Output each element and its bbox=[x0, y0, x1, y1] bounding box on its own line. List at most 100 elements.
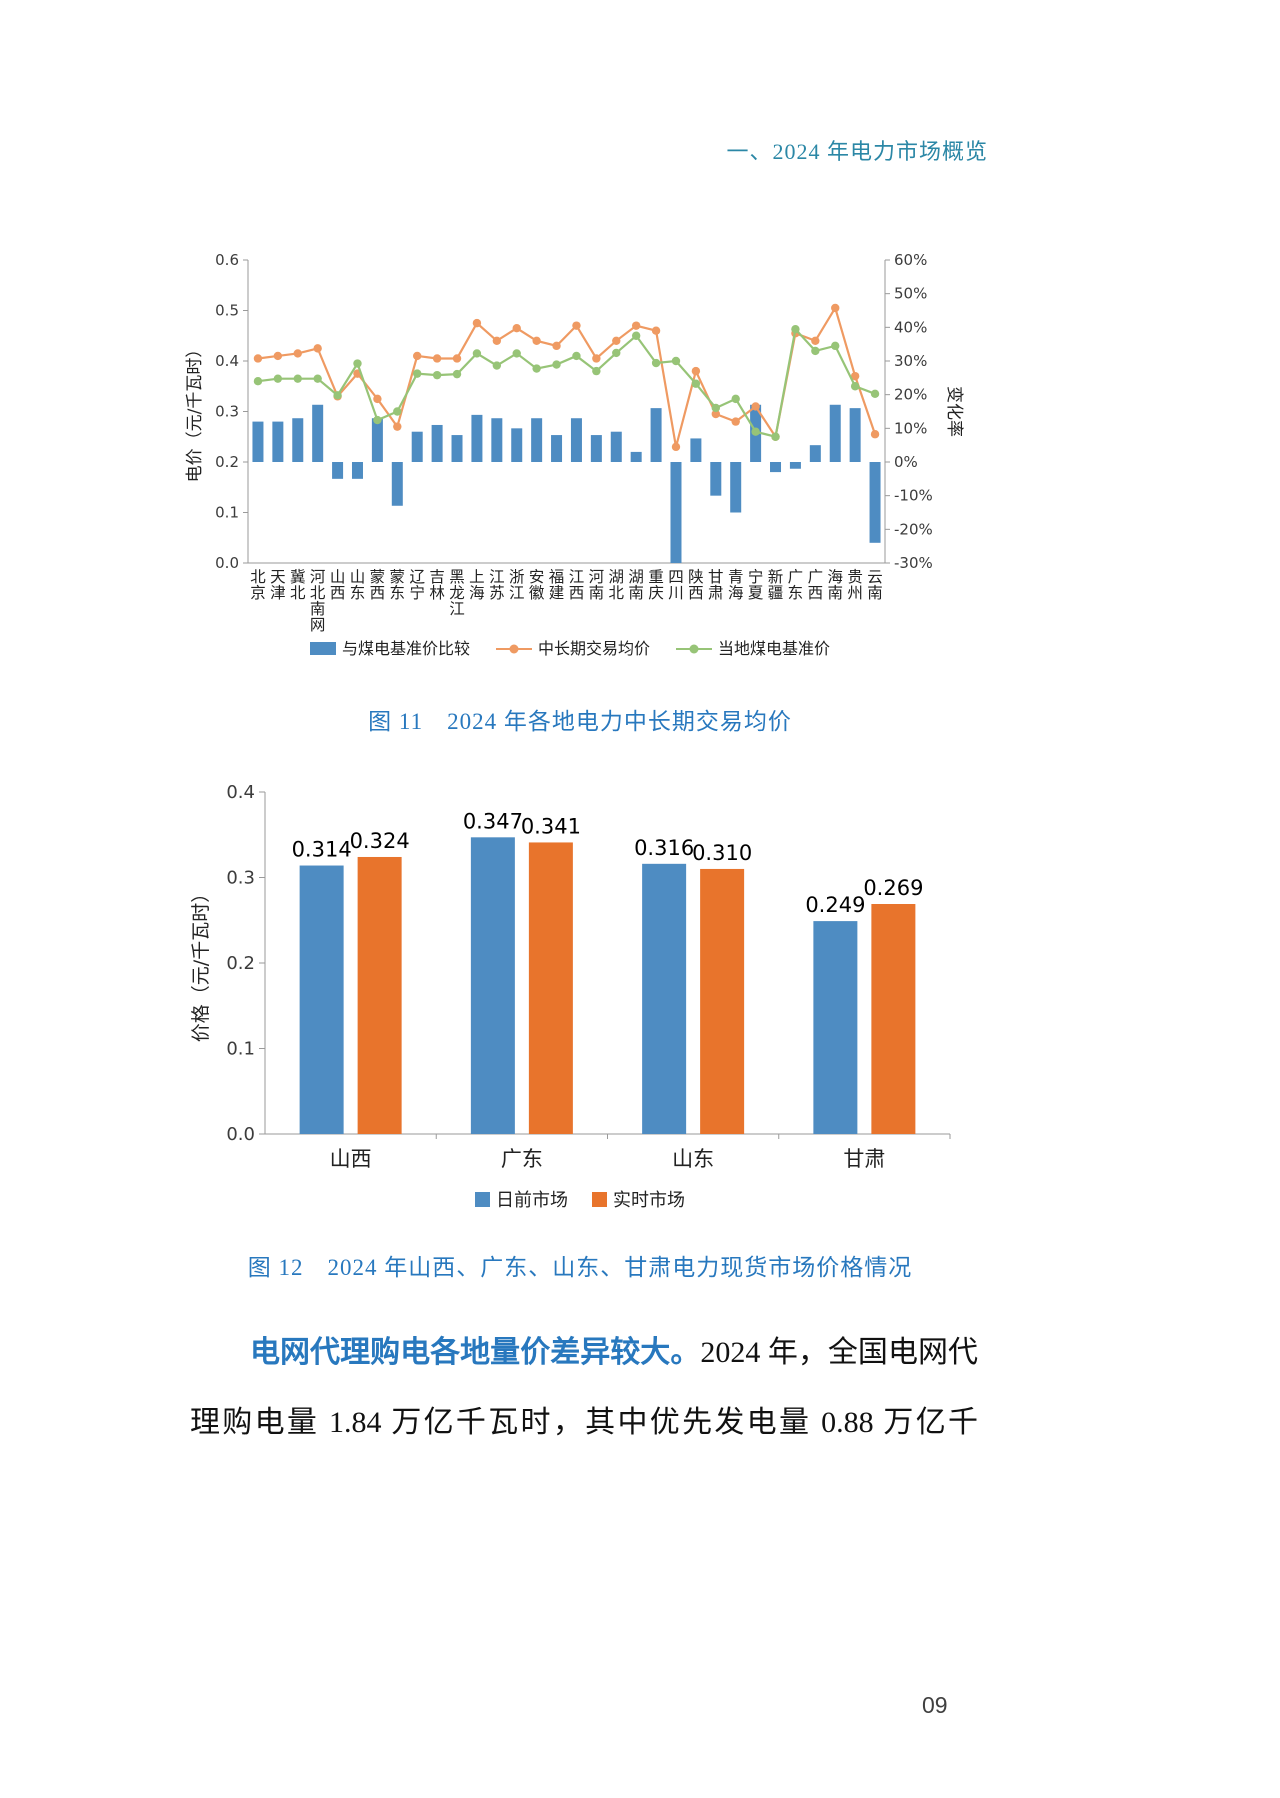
svg-text:60%: 60% bbox=[894, 251, 927, 269]
svg-text:与煤电基准价比较: 与煤电基准价比较 bbox=[342, 639, 470, 658]
coal-benchmark-line bbox=[253, 324, 880, 441]
svg-text:江苏: 江苏 bbox=[489, 568, 505, 602]
svg-text:陕西: 陕西 bbox=[688, 568, 704, 602]
svg-text:辽宁: 辽宁 bbox=[409, 568, 425, 602]
svg-text:上海: 上海 bbox=[469, 568, 485, 602]
svg-text:中长期交易均价: 中长期交易均价 bbox=[538, 639, 650, 658]
svg-text:青海: 青海 bbox=[728, 568, 744, 602]
svg-text:0.324: 0.324 bbox=[350, 829, 410, 853]
svg-text:北京: 北京 bbox=[250, 568, 266, 602]
svg-text:重庆: 重庆 bbox=[648, 568, 664, 602]
svg-text:0.0: 0.0 bbox=[226, 1124, 255, 1145]
svg-text:浙江: 浙江 bbox=[509, 568, 525, 602]
legend: 与煤电基准价比较 中长期交易均价 当地煤电基准价 bbox=[310, 639, 830, 658]
svg-text:山东: 山东 bbox=[350, 568, 366, 602]
svg-text:广西: 广西 bbox=[808, 568, 824, 602]
svg-text:20%: 20% bbox=[894, 386, 927, 404]
legend: 日前市场 实时市场 bbox=[475, 1190, 685, 1211]
y-axis-title: 价格（元/千瓦时） bbox=[190, 884, 212, 1042]
svg-text:宁夏: 宁夏 bbox=[748, 568, 764, 602]
svg-text:0.316: 0.316 bbox=[634, 836, 694, 860]
svg-text:当地煤电基准价: 当地煤电基准价 bbox=[718, 639, 830, 658]
svg-text:贵州: 贵州 bbox=[847, 568, 863, 602]
svg-text:0%: 0% bbox=[894, 453, 918, 471]
bar-日前市场-山西: 0.314 bbox=[292, 838, 352, 1134]
svg-text:蒙西: 蒙西 bbox=[370, 568, 386, 602]
category-label: 广东 bbox=[501, 1147, 543, 1171]
svg-text:云南: 云南 bbox=[867, 568, 883, 602]
svg-text:河北南网: 河北南网 bbox=[310, 568, 326, 634]
tick-labels: 0.0 0.1 0.2 0.3 0.4 bbox=[226, 782, 255, 1145]
svg-text:吉林: 吉林 bbox=[429, 568, 445, 602]
category-label: 山东 bbox=[672, 1147, 714, 1171]
compare-bars bbox=[252, 404, 881, 563]
svg-text:-30%: -30% bbox=[894, 554, 933, 572]
x-axis-labels: 北京天津冀北河北南网山西山东蒙西蒙东辽宁吉林黑龙江上海江苏浙江安徽福建江西河南湖… bbox=[250, 568, 883, 634]
bar-实时市场-山西: 0.324 bbox=[350, 829, 410, 1134]
page-number: 09 bbox=[922, 1692, 948, 1718]
svg-text:0.0: 0.0 bbox=[215, 554, 239, 572]
svg-text:30%: 30% bbox=[894, 352, 927, 370]
svg-text:河南: 河南 bbox=[589, 568, 605, 602]
bar-实时市场-广东: 0.341 bbox=[521, 814, 581, 1134]
axes bbox=[243, 259, 890, 564]
svg-text:0.2: 0.2 bbox=[226, 953, 255, 974]
svg-text:0.347: 0.347 bbox=[463, 809, 523, 833]
svg-text:新疆: 新疆 bbox=[768, 568, 784, 602]
category-label: 甘肃 bbox=[843, 1147, 885, 1171]
svg-text:日前市场: 日前市场 bbox=[496, 1190, 568, 1211]
svg-text:江西: 江西 bbox=[569, 568, 585, 602]
paragraph-rest: 2024 年，全国电网代理购电量 1.84 万亿千瓦时，其中优先发电量 0.88… bbox=[190, 1336, 979, 1439]
svg-text:福建: 福建 bbox=[549, 568, 565, 602]
svg-text:0.310: 0.310 bbox=[692, 841, 752, 865]
bar-实时市场-甘肃: 0.269 bbox=[863, 876, 923, 1134]
svg-text:0.249: 0.249 bbox=[805, 893, 865, 917]
svg-text:0.4: 0.4 bbox=[226, 782, 255, 803]
svg-text:四川: 四川 bbox=[668, 568, 684, 602]
body-paragraph: 电网代理购电各地量价差异较大。2024 年，全国电网代理购电量 1.84 万亿千… bbox=[190, 1318, 978, 1458]
svg-text:甘肃: 甘肃 bbox=[708, 568, 724, 602]
svg-text:0.4: 0.4 bbox=[215, 352, 239, 370]
svg-text:0.5: 0.5 bbox=[215, 302, 239, 320]
bar-日前市场-甘肃: 0.249 bbox=[805, 893, 865, 1134]
page-header: 一、2024 年电力市场概览 bbox=[726, 139, 988, 164]
svg-text:山西: 山西 bbox=[330, 568, 346, 602]
svg-text:实时市场: 实时市场 bbox=[613, 1190, 685, 1211]
svg-text:0.6: 0.6 bbox=[215, 251, 239, 269]
svg-text:40%: 40% bbox=[894, 318, 927, 336]
left-axis-title: 电价（元/千瓦时） bbox=[185, 341, 205, 483]
fig11-chart: 0.0 0.1 0.2 0.3 0.4 0.5 0.6 -30% -20% -10% 0% 10% 20… bbox=[160, 238, 980, 691]
svg-text:-20%: -20% bbox=[894, 520, 933, 538]
svg-text:湖南: 湖南 bbox=[628, 568, 644, 602]
svg-text:-10%: -10% bbox=[894, 487, 933, 505]
svg-text:天津: 天津 bbox=[270, 568, 286, 602]
tick-labels: 0.0 0.1 0.2 0.3 0.4 0.5 0.6 -30% -20% -10% 0% 10% 20… bbox=[215, 251, 933, 572]
svg-text:0.3: 0.3 bbox=[226, 868, 255, 889]
svg-text:0.2: 0.2 bbox=[215, 453, 239, 471]
svg-text:蒙东: 蒙东 bbox=[390, 568, 406, 602]
fig12-chart: 0.0 0.1 0.2 0.3 0.4 0.314 0.324 山西 0.347 0.341 广东 0… bbox=[165, 772, 995, 1239]
svg-text:冀北: 冀北 bbox=[290, 568, 306, 602]
fig11-chart-svg: 0.0 0.1 0.2 0.3 0.4 0.5 0.6 -30% -20% -10% 0% 10% 20… bbox=[185, 251, 964, 658]
bar-实时市场-山东: 0.310 bbox=[692, 841, 752, 1134]
svg-text:湖北: 湖北 bbox=[609, 568, 625, 602]
svg-text:0.314: 0.314 bbox=[292, 838, 352, 862]
svg-text:0.269: 0.269 bbox=[863, 876, 923, 900]
paragraph-lead: 电网代理购电各地量价差异较大。 bbox=[250, 1336, 701, 1369]
svg-text:10%: 10% bbox=[894, 419, 927, 437]
svg-text:黑龙江: 黑龙江 bbox=[449, 568, 465, 618]
bar-日前市场-山东: 0.316 bbox=[634, 836, 694, 1134]
svg-text:0.3: 0.3 bbox=[215, 403, 239, 421]
figure12-caption: 图 12 2024 年山西、广东、山东、甘肃电力现货市场价格情况 bbox=[247, 1255, 913, 1280]
svg-text:50%: 50% bbox=[894, 285, 927, 303]
svg-text:0.1: 0.1 bbox=[226, 1039, 255, 1060]
svg-text:0.341: 0.341 bbox=[521, 814, 581, 838]
svg-text:0.1: 0.1 bbox=[215, 504, 239, 522]
svg-text:安徽: 安徽 bbox=[529, 568, 545, 602]
right-axis-title: 变化率 bbox=[944, 386, 964, 437]
bar-日前市场-广东: 0.347 bbox=[463, 809, 523, 1134]
svg-text:广东: 广东 bbox=[788, 568, 804, 602]
figure11-caption: 图 11 2024 年各地电力中长期交易均价 bbox=[368, 709, 792, 734]
